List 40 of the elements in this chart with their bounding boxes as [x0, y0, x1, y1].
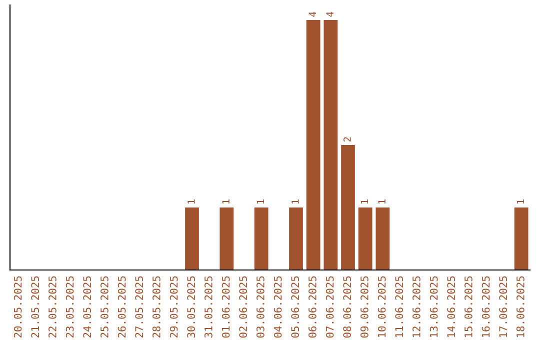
x-tick-label: 24.05.2025 [83, 276, 92, 338]
x-tick-label: 25.05.2025 [100, 276, 108, 338]
data-label: 1 [360, 200, 368, 204]
x-tick-label: 08.06.2025 [343, 276, 352, 338]
x-tick-label: 21.05.2025 [31, 276, 40, 338]
data-label: 1 [378, 200, 386, 204]
data-label: 2 [343, 137, 351, 142]
x-tick-label: 09.06.2025 [360, 276, 368, 338]
x-tick-label: 17.06.2025 [499, 276, 508, 338]
x-tick-label: 02.06.2025 [239, 276, 248, 338]
x-tick-label: 03.06.2025 [256, 276, 264, 338]
data-label: 4 [326, 12, 334, 17]
data-label: 1 [256, 200, 264, 204]
x-tick-label: 12.06.2025 [412, 276, 420, 338]
x-tick-label: 16.06.2025 [482, 276, 490, 338]
x-tick-label: 07.06.2025 [326, 276, 334, 338]
x-tick-label: 22.05.2025 [48, 276, 56, 338]
x-tick-label: 29.05.2025 [170, 276, 178, 338]
x-tick-label: 10.06.2025 [378, 276, 386, 338]
data-label: 1 [292, 200, 299, 204]
x-tick-label: 13.06.2025 [430, 276, 438, 338]
x-tick-label: 30.05.2025 [187, 276, 196, 338]
data-label: 1 [188, 200, 195, 204]
x-tick-label: 11.06.2025 [395, 276, 404, 338]
x-tick-label: 01.06.2025 [222, 276, 230, 338]
x-tick-label: 31.05.2025 [204, 276, 212, 338]
data-label: 4 [308, 12, 316, 17]
x-tick-label: 23.05.2025 [66, 276, 74, 338]
data-label: 1 [222, 200, 230, 204]
x-tick-label: 27.05.2025 [135, 276, 144, 338]
x-tick-label: 05.06.2025 [291, 276, 300, 338]
x-tick-label: 18.06.2025 [516, 276, 524, 338]
x-tick-label: 28.05.2025 [152, 276, 160, 338]
x-tick-label: 06.06.2025 [308, 276, 316, 338]
x-tick-label: 15.06.2025 [464, 276, 472, 338]
x-tick-label: 26.05.2025 [118, 276, 126, 338]
x-tick-label: 20.05.2025 [14, 276, 22, 338]
x-tick-label: 04.06.2025 [274, 276, 282, 338]
data-label: 1 [516, 200, 524, 204]
x-tick-label: 14.06.2025 [447, 276, 456, 338]
